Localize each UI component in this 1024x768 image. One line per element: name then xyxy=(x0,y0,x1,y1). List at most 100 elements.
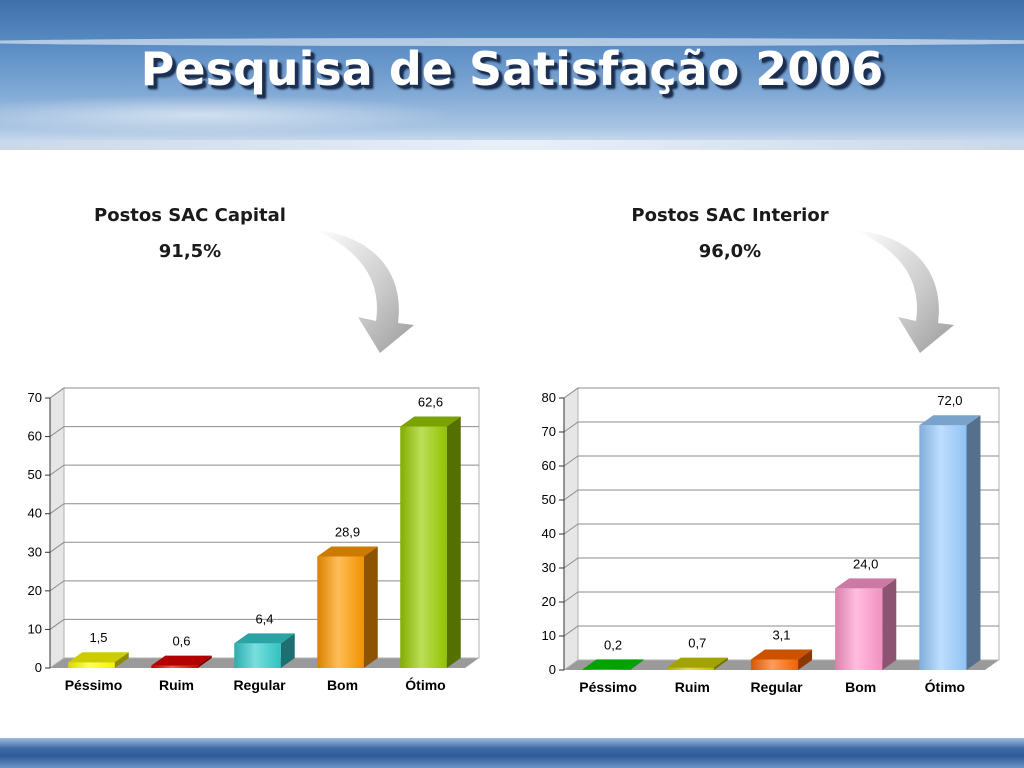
bar-front xyxy=(400,426,447,668)
category-label: Péssimo xyxy=(65,677,123,693)
data-label: 28,9 xyxy=(335,525,360,540)
bar-side xyxy=(197,655,212,668)
bar-péssimo xyxy=(582,659,644,670)
header-banner: Pesquisa de Satisfação 2006 xyxy=(0,0,1024,150)
data-label: 0,2 xyxy=(604,637,622,652)
gridline xyxy=(49,387,479,399)
y-tick-label: 10 xyxy=(28,621,42,636)
y-tick-label: 50 xyxy=(28,467,42,482)
category-label: Bom xyxy=(327,677,358,693)
category-label: Ruim xyxy=(675,679,710,695)
data-label: 1,5 xyxy=(89,630,107,645)
bar-ótimo xyxy=(400,416,461,668)
bar-front xyxy=(919,425,967,670)
bar-front xyxy=(234,643,281,668)
bar-front xyxy=(750,659,799,670)
category-label: Regular xyxy=(750,679,803,695)
gridline xyxy=(563,557,999,569)
slide-title: Pesquisa de Satisfação 2006 xyxy=(140,42,884,96)
bar-front xyxy=(582,669,630,670)
gridline xyxy=(563,489,999,501)
bar-front xyxy=(317,556,364,668)
curved-arrow-icon xyxy=(855,230,954,353)
gridline xyxy=(563,421,999,433)
bar-top xyxy=(582,659,644,670)
interior-heading: Postos SAC Interior xyxy=(631,205,829,226)
bar-side xyxy=(713,657,728,670)
y-tick-label: 20 xyxy=(542,594,556,609)
bar-bom xyxy=(317,546,378,668)
bar-péssimo xyxy=(68,652,129,668)
bar-top xyxy=(666,657,728,668)
bar-top xyxy=(317,546,378,557)
curved-arrow-icon xyxy=(315,230,414,353)
gridline xyxy=(49,503,479,515)
footer-band xyxy=(0,738,1024,768)
bar-front xyxy=(835,588,883,670)
bar-bom xyxy=(835,578,897,670)
header-glow xyxy=(0,95,460,135)
bar-top xyxy=(400,416,461,427)
capital-bar-chart: 0 10 20 30 40 50 60 70 1,5 Péssimo 0,6 Ruim 6,4 Regul… xyxy=(28,387,480,693)
category-label: Ótimo xyxy=(925,678,965,695)
y-tick-label: 30 xyxy=(542,560,556,575)
category-label: Regular xyxy=(233,677,286,693)
data-label: 0,6 xyxy=(172,634,190,649)
category-label: Bom xyxy=(845,679,876,695)
y-tick-label: 30 xyxy=(28,544,42,559)
gridline xyxy=(49,464,479,476)
bar-top xyxy=(835,578,897,589)
bar-side xyxy=(798,649,813,670)
category-label: Ótimo xyxy=(405,676,445,693)
bar-top xyxy=(919,415,981,426)
interior-percent: 96,0% xyxy=(698,241,762,262)
y-tick-label: 70 xyxy=(542,424,556,439)
bar-ruim xyxy=(151,655,212,668)
interior-caption: Postos SAC Interior 96,0% xyxy=(600,198,860,270)
bar-front xyxy=(68,662,115,668)
bar-ruim xyxy=(666,657,728,670)
capital-caption: Postos SAC Capital 91,5% xyxy=(70,198,310,270)
y-tick-label: 80 xyxy=(542,390,556,405)
data-label: 0,7 xyxy=(688,636,706,651)
bar-top xyxy=(750,649,813,660)
bar-top xyxy=(234,633,295,644)
y-tick-label: 20 xyxy=(28,583,42,598)
interior-bar-chart: 0 10 20 30 40 50 60 70 80 0,2 Péssimo 0,7 Ruim 3,1 Reg… xyxy=(542,387,1000,695)
y-tick-label: 40 xyxy=(542,526,556,541)
gridline xyxy=(563,523,999,535)
y-tick-label: 60 xyxy=(542,458,556,473)
bar-top xyxy=(151,655,212,666)
y-tick-label: 50 xyxy=(542,492,556,507)
y-tick-label: 40 xyxy=(28,506,42,521)
chart-side-wall xyxy=(49,387,65,669)
gridline xyxy=(563,455,999,467)
bar-regular xyxy=(750,649,813,670)
y-tick-label: 60 xyxy=(28,429,42,444)
header-bottom-band xyxy=(0,140,1024,150)
y-tick-label: 70 xyxy=(28,390,42,405)
category-label: Ruim xyxy=(159,677,194,693)
header-decoration xyxy=(0,38,1024,46)
bar-side xyxy=(882,578,897,670)
data-label: 3,1 xyxy=(772,627,790,642)
bar-front xyxy=(151,665,198,668)
bar-side xyxy=(280,633,295,668)
capital-heading: Postos SAC Capital xyxy=(94,205,286,226)
y-tick-label: 10 xyxy=(542,628,556,643)
gridline xyxy=(49,426,479,437)
bar-side xyxy=(114,652,129,668)
bar-ótimo xyxy=(919,415,981,670)
data-label: 72,0 xyxy=(937,393,962,408)
category-label: Péssimo xyxy=(579,679,637,695)
bar-side xyxy=(446,416,461,668)
data-label: 62,6 xyxy=(418,395,443,410)
bar-regular xyxy=(234,633,295,668)
gridline xyxy=(49,541,479,553)
bar-front xyxy=(666,667,714,670)
y-tick-label: 0 xyxy=(35,660,42,675)
bar-top xyxy=(68,652,129,663)
bar-side xyxy=(363,546,378,668)
y-tick-label: 0 xyxy=(549,662,556,677)
data-label: 6,4 xyxy=(255,611,273,626)
